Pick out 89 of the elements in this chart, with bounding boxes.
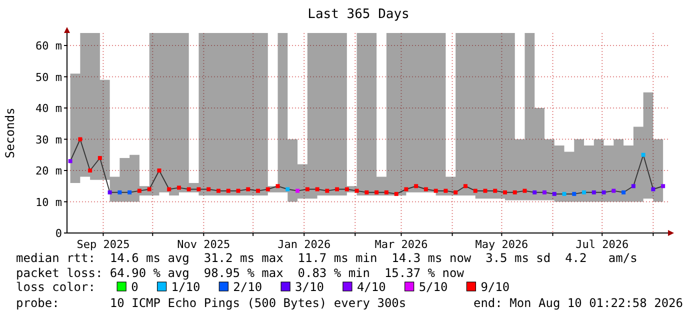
point [444,188,448,193]
point [354,188,359,193]
line-series [70,138,664,194]
y-tick-label: 0 [55,227,62,240]
legend-label: 3/10 [295,280,324,294]
point [641,152,646,157]
point [414,184,418,188]
point [236,188,240,193]
point [631,184,636,188]
point [532,190,537,194]
point [137,188,142,193]
text: packet loss: 64.90 % avg 98.95 % max 0.83 % min 15.37 % now [16,266,465,280]
point [582,190,586,194]
point [78,137,82,142]
legend-title: loss color: [16,280,96,294]
point [454,190,458,194]
y-axis-title: Seconds [3,108,17,158]
point [226,188,230,193]
point [602,190,606,194]
point [502,190,507,194]
point [473,188,478,193]
y-tick-label: 50 m [36,70,62,84]
point [344,187,349,192]
legend-label: 4/10 [356,280,386,294]
point [522,188,527,193]
point [305,187,310,192]
point [216,188,220,193]
point [661,184,666,188]
legend-label: 2/10 [233,280,262,294]
point [562,192,566,196]
point [118,190,122,194]
text: median rtt: 14.6 ms avg 31.2 ms max 11.7 ms min 14.3 ms now 3.5 ms sd 4.2 am/s [16,251,638,265]
point [512,190,517,194]
chart-title: Last 365 Days [308,7,410,22]
legend-label: 1/10 [171,280,200,294]
point [196,187,201,192]
text: end: Mon Aug 10 01:22:58 2026 [473,296,683,310]
x-tick-label: May 2026 [475,238,528,251]
point [176,186,181,190]
point [404,187,408,192]
point [315,187,320,192]
point [463,184,468,188]
point [206,187,211,192]
x-tick-label: Nov 2025 [177,238,230,251]
point [186,187,191,192]
point [572,192,576,196]
point [622,190,626,194]
point [276,184,280,188]
y-tick-label: 60 m [36,40,62,52]
point [325,188,330,193]
x-tick-label: Jul 2026 [576,238,629,251]
point [434,188,438,193]
point [68,159,72,164]
point [384,190,388,194]
point [256,188,260,193]
point [552,192,556,196]
text: probe: 10 ICMP Echo Pings (500 Bytes) every 300s [16,296,406,310]
point [651,187,656,192]
y-tick-label: 10 m [36,196,62,209]
point [286,187,290,192]
x-tick-label: Jan 2026 [278,238,331,251]
point [335,187,340,192]
point [167,187,172,192]
point [364,190,369,194]
legend-label: 9/10 [480,280,510,294]
y-tick-label: 20 m [36,164,62,178]
point [483,188,488,193]
point [592,190,596,194]
point [612,188,616,193]
point [147,187,152,192]
x-tick-label: Sep 2025 [76,238,130,251]
legend-label: 0 [131,280,138,294]
point [266,187,270,192]
point [424,187,428,192]
point [493,188,498,193]
point [128,190,132,194]
point [542,190,547,194]
y-tick-label: 30 m [36,133,62,146]
point [98,156,102,160]
point [246,187,250,192]
point [108,190,112,194]
legend-label: 5/10 [418,280,448,294]
point [157,168,162,172]
point [394,192,398,196]
x-tick-label: Mar 2026 [374,238,428,251]
point [296,188,300,193]
point [374,190,379,194]
y-tick-label: 40 m [36,102,62,115]
point [88,168,92,172]
